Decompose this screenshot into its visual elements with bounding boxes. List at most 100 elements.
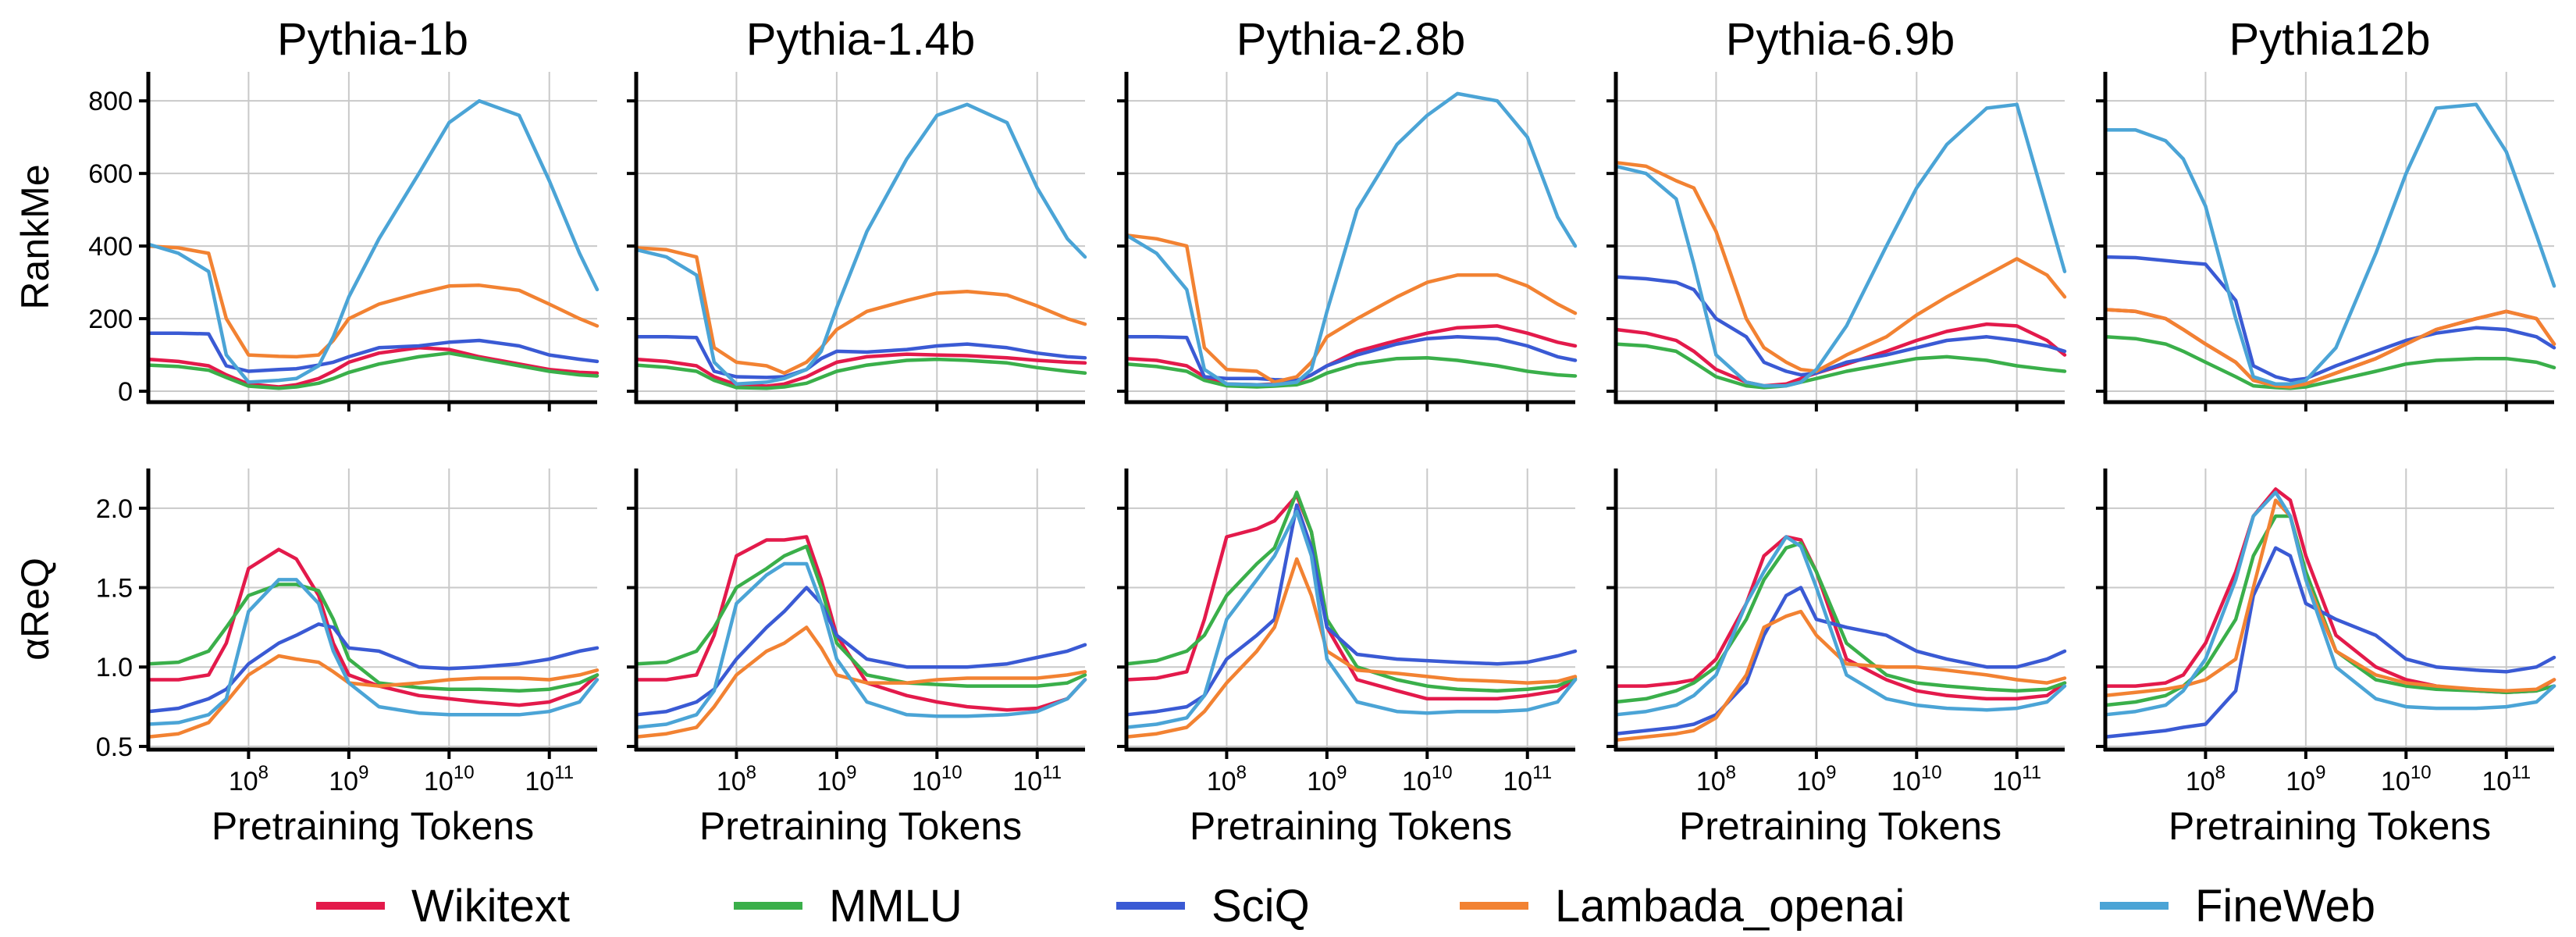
panel-2: 108 109 1010 1011 [627,72,1087,796]
series-line-fineweb [2103,490,2556,717]
series-line-mmlu [146,583,600,693]
x-axis-label: Pretraining Tokens [212,804,534,848]
subplot-alphareq: 108 109 1010 1011 [1117,468,1578,796]
series-line-lambada_openai [2103,308,2556,389]
series-line-fineweb [634,102,1087,387]
series-line-mmlu [1124,490,1578,693]
subplot-alphareq: 108 109 1010 1011 [2096,468,2556,796]
series-line-mmlu [1124,356,1578,389]
series-line-sciq [2103,255,2556,383]
series-line-fineweb [1614,102,2067,388]
legend-label: FineWeb [2195,881,2375,932]
series-line-wikitext [634,352,1087,388]
series-line-mmlu [1614,342,2067,390]
series-line-sciq [634,586,1087,717]
y-tick-label: 600 [88,159,133,189]
series-line-lambada_openai [634,625,1087,739]
x-tick-label: 108 [1696,762,1736,796]
x-axis-label: Pretraining Tokens [2169,804,2491,848]
series-line-wikitext [634,535,1087,712]
series-line-mmlu [2103,514,2556,707]
series-line-mmlu [2103,335,2556,390]
y-tick-label: 0 [118,377,133,407]
x-tick-label: 1011 [1503,762,1552,796]
x-axis-labels: Pretraining Tokens Pretraining Tokens Pret… [212,804,2491,848]
panel-3: 108 109 1010 1011 [1117,72,1578,796]
y-axis-label: RankMe [13,164,57,309]
y-tick-label: 1.0 [96,653,133,682]
legend-label: SciQ [1212,881,1310,932]
series-line-lambada_openai [146,654,600,739]
x-tick-label: 1011 [1992,762,2041,796]
series-line-sciq [146,622,600,714]
panel-1: 0 200 400 600 800 0.5 1.0 1.5 2.0 108 109 1010 1011 [88,72,600,796]
x-axis-label: Pretraining Tokens [1190,804,1512,848]
series-line-sciq [1124,335,1578,383]
panel-title: Pythia-2.8b [1236,14,1465,65]
y-tick-label: 200 [88,305,133,334]
x-tick-label: 1010 [1402,762,1453,796]
x-tick-label: 108 [1207,762,1247,796]
series-line-fineweb [634,561,1087,729]
series-line-lambada_openai [146,244,600,359]
y-tick-label: 1.5 [96,574,133,604]
series-line-lambada_openai [1124,557,1578,739]
y-tick-label: 800 [88,87,133,116]
x-tick-label: 1010 [424,762,475,796]
series-line-sciq [2103,546,2556,739]
series-line-lambada_openai [634,246,1087,376]
series-line-fineweb [1614,535,2067,717]
y-tick-label: 400 [88,232,133,262]
panel-title: Pythia-1b [277,14,468,65]
series-line-lambada_openai [1614,160,2067,373]
subplot-rankme [2096,72,2556,411]
subplot-rankme [1117,72,1578,411]
x-tick-label: 109 [1796,762,1836,796]
legend-item-lambada_openai: Lambada_openai [1460,881,1905,932]
series-line-fineweb [1124,91,1578,387]
x-axis-label: Pretraining Tokens [699,804,1022,848]
series-line-lambada_openai [1614,609,2067,743]
x-tick-label: 1011 [2482,762,2531,796]
y-axis-labels: RankMe αReQ [13,164,57,660]
series-line-mmlu [146,351,600,390]
subplot-alphareq: 108 109 1010 1011 [1606,468,2067,796]
series-line-fineweb [2103,102,2556,387]
panel-5: 108 109 1010 1011 [2096,72,2556,796]
x-tick-label: 109 [1307,762,1347,796]
series-line-wikitext [146,346,600,389]
legend-item-sciq: SciQ [1116,881,1310,932]
series-line-fineweb [146,98,600,384]
legend-label: Wikitext [411,881,570,932]
subplot-alphareq: 0.5 1.0 1.5 2.0 108 109 1010 1011 [96,468,600,796]
panel-4: 108 109 1010 1011 [1606,72,2067,796]
y-tick-label: 0.5 [96,732,133,762]
x-tick-label: 108 [2186,762,2226,796]
subplot-rankme [1606,72,2067,411]
legend-label: Lambada_openai [1555,881,1905,932]
series-line-mmlu [634,544,1087,688]
series-line-wikitext [146,547,600,707]
x-tick-label: 109 [2286,762,2325,796]
x-tick-label: 108 [717,762,756,796]
x-axis-label: Pretraining Tokens [1679,804,2001,848]
series-line-sciq [146,331,600,373]
y-tick-label: 2.0 [96,494,133,524]
legend-item-wikitext: Wikitext [316,881,570,932]
x-tick-label: 108 [229,762,269,796]
x-tick-label: 1011 [525,762,574,796]
x-tick-label: 1010 [912,762,962,796]
series-line-sciq [634,335,1087,379]
x-tick-label: 109 [329,762,368,796]
series-line-fineweb [146,578,600,726]
series-line-mmlu [634,357,1087,390]
y-axis-label: αReQ [13,558,57,661]
series-line-wikitext [1614,535,2067,701]
series-line-sciq [1614,586,2067,736]
legend-label: MMLU [829,881,962,932]
x-tick-label: 1010 [1891,762,1942,796]
series-line-mmlu [1614,541,2067,704]
x-tick-label: 1010 [2381,762,2432,796]
